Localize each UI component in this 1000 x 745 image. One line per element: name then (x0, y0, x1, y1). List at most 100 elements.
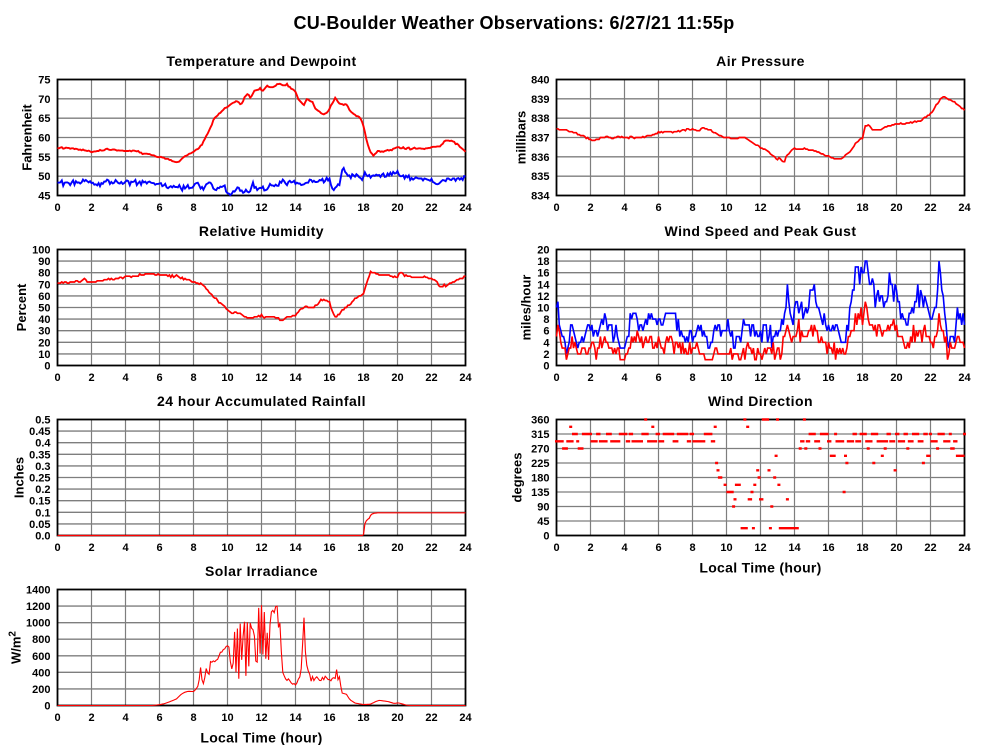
svg-text:miles/hour: miles/hour (519, 275, 534, 341)
svg-text:Temperature and Dewpoint: Temperature and Dewpoint (166, 53, 356, 69)
svg-text:2: 2 (88, 712, 94, 724)
svg-text:835: 835 (531, 171, 549, 183)
svg-text:135: 135 (531, 487, 549, 499)
svg-text:838: 838 (531, 113, 549, 125)
svg-text:2: 2 (587, 372, 593, 384)
svg-text:22: 22 (425, 202, 437, 214)
svg-text:14: 14 (788, 372, 801, 384)
svg-text:12: 12 (255, 712, 267, 724)
svg-text:75: 75 (38, 75, 50, 87)
svg-text:0.45: 0.45 (29, 426, 50, 438)
svg-text:80: 80 (38, 268, 50, 280)
svg-text:18: 18 (357, 202, 369, 214)
svg-text:4: 4 (122, 542, 129, 554)
svg-text:20: 20 (890, 202, 902, 214)
svg-text:Fahrenheit: Fahrenheit (20, 104, 35, 171)
svg-text:10: 10 (720, 542, 732, 554)
svg-text:16: 16 (323, 202, 335, 214)
svg-text:2: 2 (88, 372, 94, 384)
svg-text:22: 22 (924, 372, 936, 384)
svg-text:4: 4 (621, 372, 628, 384)
svg-text:834: 834 (531, 191, 550, 203)
svg-text:16: 16 (822, 372, 834, 384)
svg-text:24: 24 (958, 202, 971, 214)
svg-text:20: 20 (537, 245, 549, 257)
svg-text:22: 22 (425, 372, 437, 384)
svg-text:0: 0 (553, 542, 559, 554)
svg-text:24: 24 (459, 542, 472, 554)
svg-text:360: 360 (531, 415, 549, 427)
svg-text:22: 22 (924, 202, 936, 214)
svg-text:840: 840 (531, 75, 549, 87)
svg-text:Inches: Inches (12, 457, 27, 498)
svg-text:18: 18 (357, 372, 369, 384)
svg-text:0: 0 (553, 202, 559, 214)
svg-text:55: 55 (38, 152, 50, 164)
svg-text:12: 12 (255, 542, 267, 554)
svg-text:10: 10 (720, 202, 732, 214)
svg-text:10: 10 (221, 202, 233, 214)
svg-text:0.15: 0.15 (29, 496, 50, 508)
svg-text:14: 14 (788, 542, 801, 554)
svg-text:12: 12 (754, 202, 766, 214)
svg-text:0.5: 0.5 (35, 415, 50, 427)
svg-text:10: 10 (221, 712, 233, 724)
svg-text:Wind Speed and Peak Gust: Wind Speed and Peak Gust (665, 223, 857, 239)
svg-text:0: 0 (54, 542, 60, 554)
svg-text:Relative Humidity: Relative Humidity (199, 223, 324, 239)
svg-text:18: 18 (856, 202, 868, 214)
svg-text:millibars: millibars (514, 111, 529, 164)
svg-text:0: 0 (543, 531, 549, 543)
svg-text:10: 10 (720, 372, 732, 384)
svg-text:270: 270 (531, 444, 549, 456)
svg-text:16: 16 (822, 542, 834, 554)
svg-text:6: 6 (156, 372, 162, 384)
svg-text:20: 20 (391, 372, 403, 384)
svg-text:1000: 1000 (26, 618, 50, 630)
svg-text:Local Time (hour): Local Time (hour) (699, 560, 821, 576)
svg-text:2: 2 (88, 542, 94, 554)
svg-text:CU-Boulder Weather Observation: CU-Boulder Weather Observations: 6/27/21… (294, 13, 735, 33)
svg-text:16: 16 (323, 712, 335, 724)
svg-text:2: 2 (543, 349, 549, 361)
svg-text:20: 20 (38, 337, 50, 349)
svg-text:12: 12 (255, 372, 267, 384)
svg-text:14: 14 (289, 372, 302, 384)
svg-text:90: 90 (38, 256, 50, 268)
svg-text:0.4: 0.4 (35, 438, 51, 450)
svg-text:10: 10 (221, 372, 233, 384)
svg-text:0.05: 0.05 (29, 519, 50, 531)
svg-text:22: 22 (924, 542, 936, 554)
svg-text:4: 4 (621, 542, 628, 554)
svg-text:2: 2 (88, 202, 94, 214)
svg-text:12: 12 (754, 372, 766, 384)
svg-text:24: 24 (459, 372, 472, 384)
svg-text:24 hour Accumulated Rainfall: 24 hour Accumulated Rainfall (157, 393, 366, 409)
svg-text:14: 14 (788, 202, 801, 214)
svg-text:16: 16 (537, 268, 549, 280)
svg-text:24: 24 (459, 712, 472, 724)
svg-text:837: 837 (531, 133, 549, 145)
svg-text:400: 400 (32, 667, 50, 679)
svg-text:8: 8 (190, 542, 196, 554)
svg-text:0: 0 (553, 372, 559, 384)
svg-text:6: 6 (655, 202, 661, 214)
svg-text:2: 2 (587, 542, 593, 554)
svg-text:8: 8 (190, 202, 196, 214)
svg-text:40: 40 (38, 314, 50, 326)
svg-text:18: 18 (357, 542, 369, 554)
svg-text:20: 20 (391, 202, 403, 214)
svg-text:8: 8 (190, 712, 196, 724)
svg-text:45: 45 (38, 191, 50, 203)
svg-text:4: 4 (122, 372, 129, 384)
svg-text:600: 600 (32, 651, 50, 663)
svg-text:180: 180 (531, 473, 549, 485)
svg-text:8: 8 (689, 202, 695, 214)
svg-text:10: 10 (221, 542, 233, 554)
svg-text:14: 14 (289, 202, 302, 214)
svg-text:6: 6 (156, 202, 162, 214)
svg-text:8: 8 (689, 542, 695, 554)
svg-text:0: 0 (44, 361, 50, 373)
svg-text:6: 6 (156, 542, 162, 554)
svg-text:14: 14 (537, 279, 550, 291)
